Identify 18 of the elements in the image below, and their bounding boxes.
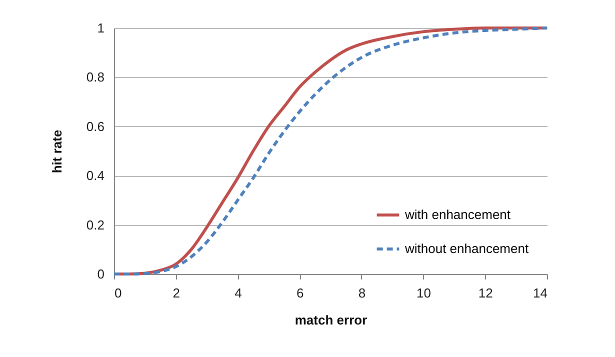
y-tick-label: 0.2	[86, 217, 104, 232]
y-tick-label: 0	[97, 266, 104, 282]
x-tick-label: 14	[533, 286, 548, 300]
legend-label: with enhancement	[404, 207, 511, 222]
y-axis-title: hit rate	[49, 130, 64, 174]
x-axis-title: match error	[294, 312, 368, 328]
x-tick-label: 0	[114, 286, 122, 300]
y-tick-label: 1	[97, 20, 104, 36]
y-tick-label: 0.4	[86, 168, 104, 184]
x-tick-label: 4	[234, 286, 242, 300]
y-tick-label: 0.8	[86, 70, 104, 85]
x-tick-label: 6	[296, 286, 304, 300]
legend-label: without enhancement	[404, 241, 529, 256]
x-tick-label: 8	[358, 286, 366, 300]
y-tick-label: 0.6	[86, 118, 104, 134]
x-tick-label: 2	[172, 286, 180, 300]
x-tick-label: 12	[478, 286, 493, 300]
x-tick-label: 10	[416, 286, 432, 300]
